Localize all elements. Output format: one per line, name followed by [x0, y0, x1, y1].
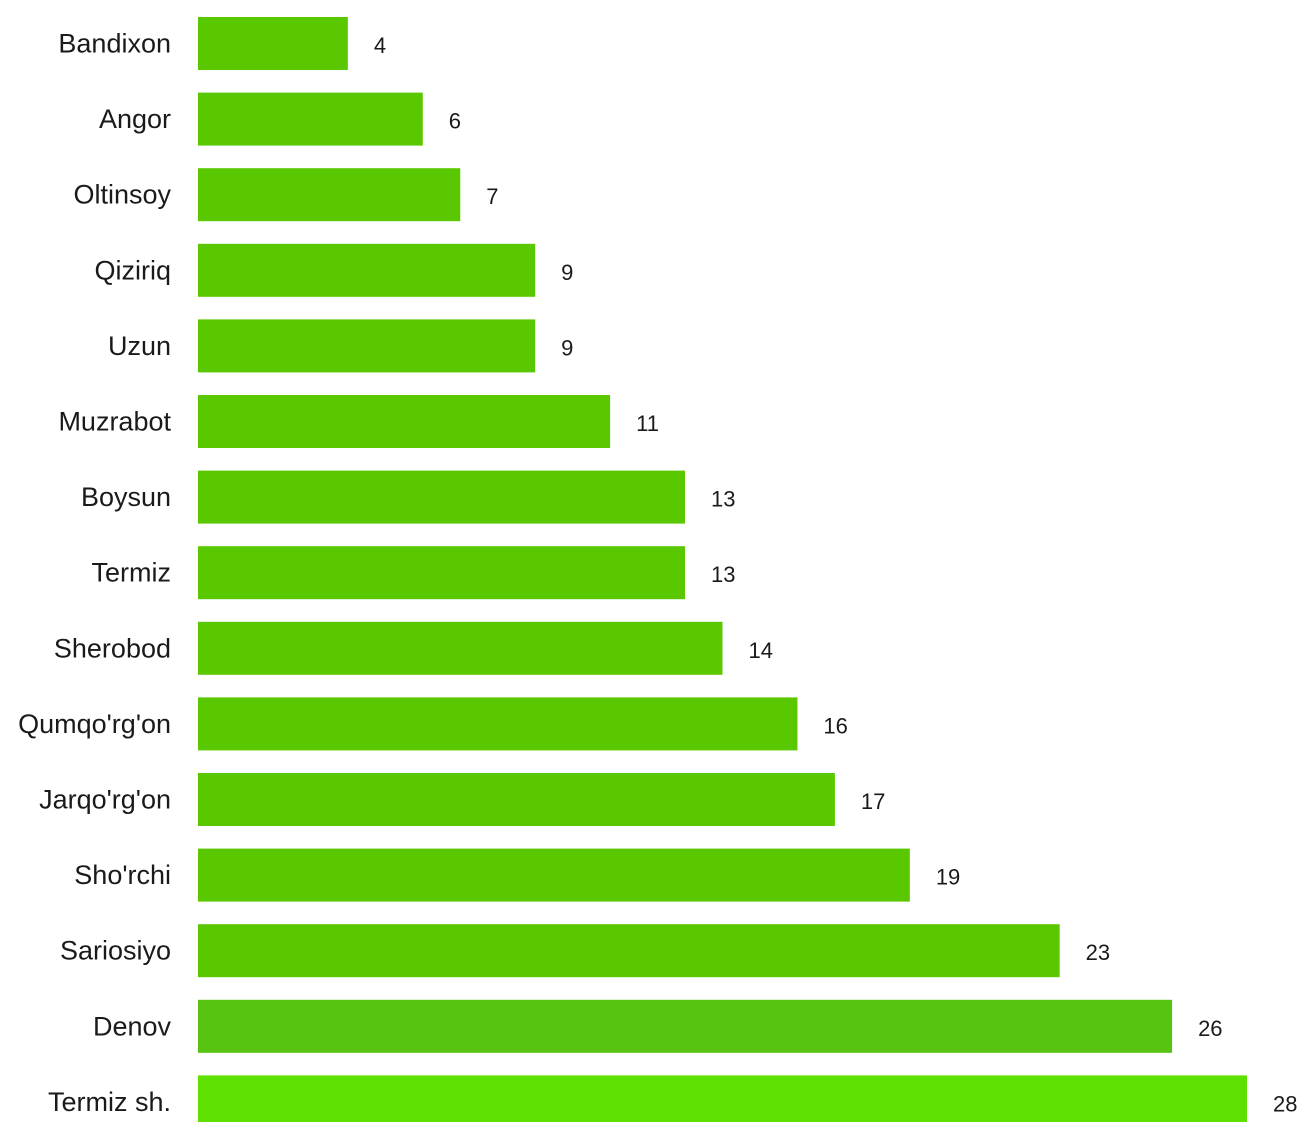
category-label: Qiziriq	[94, 255, 171, 285]
data-label: 9	[561, 335, 573, 360]
category-label: Bandixon	[58, 29, 171, 59]
data-label: 9	[561, 260, 573, 285]
bar	[198, 546, 686, 600]
bar	[198, 243, 536, 297]
category-label: Sariosiyo	[60, 936, 171, 966]
category-label: Termiz	[92, 558, 172, 588]
category-label: Denov	[93, 1011, 172, 1041]
bar	[198, 168, 461, 222]
category-label: Angor	[99, 104, 171, 134]
data-label: 26	[1198, 1016, 1222, 1041]
bar	[198, 773, 835, 826]
category-label: Uzun	[108, 331, 171, 361]
bar	[198, 999, 1173, 1053]
bar	[198, 621, 723, 675]
bar	[198, 470, 686, 524]
bar	[198, 924, 1060, 978]
bar	[198, 17, 348, 70]
category-label: Termiz sh.	[48, 1087, 171, 1117]
bar	[198, 848, 910, 902]
data-label: 19	[936, 865, 960, 890]
category-label: Jarqo'rg'on	[39, 785, 171, 815]
category-label: Muzrabot	[58, 407, 171, 437]
category-label: Oltinsoy	[73, 180, 171, 210]
category-label: Sho'rchi	[74, 860, 171, 890]
data-label: 17	[861, 789, 885, 814]
category-label: Qumqo'rg'on	[18, 709, 171, 739]
data-label: 23	[1086, 940, 1110, 965]
data-label: 13	[711, 487, 735, 512]
bar	[198, 92, 423, 146]
bar	[198, 697, 798, 751]
data-label: 13	[711, 562, 735, 587]
data-label: 28	[1273, 1091, 1297, 1116]
data-label: 11	[636, 411, 659, 436]
data-label: 16	[823, 713, 847, 738]
data-label: 7	[486, 184, 498, 209]
bar	[198, 1075, 1247, 1122]
bar	[198, 319, 536, 373]
category-label: Boysun	[81, 482, 171, 512]
data-label: 4	[374, 33, 386, 58]
bar	[198, 395, 611, 448]
category-label: Sherobod	[54, 633, 171, 663]
data-label: 14	[749, 638, 773, 663]
data-label: 6	[449, 109, 461, 134]
